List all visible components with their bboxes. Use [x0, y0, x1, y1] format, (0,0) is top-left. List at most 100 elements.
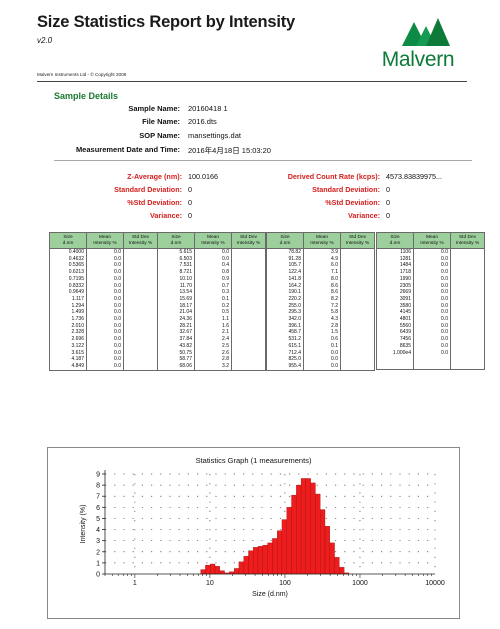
sop-name-label: SOP Name: [139, 131, 180, 140]
size-header: Size d.nm [157, 232, 195, 249]
y-tick-label: 4 [96, 527, 100, 534]
x-tick-label: 10 [206, 580, 214, 587]
axis-layer: 0 1 2 3 4 5 6 7 8 9 1 10 100 1000 10000 Size (d.nm) Inte… [80, 470, 445, 598]
mean-intensity-column: 0.0 0.0 0.4 0.8 0.9 0.7 0.3 0.1 0.2 0.5 … [194, 248, 232, 371]
data-bar [219, 570, 225, 575]
y-axis-title: Intensity (%) [80, 505, 87, 544]
report-version: v2.0 [37, 36, 53, 45]
graph-title: Statistics Graph (1 measurements) [195, 456, 312, 465]
data-bar [296, 484, 302, 575]
mean-intensity-header: Mean Intensity % [194, 232, 232, 249]
data-bar [324, 526, 330, 575]
data-bar [243, 556, 249, 575]
derived-count-rate-value: 4573.83839975... [386, 172, 442, 181]
y-tick-label: 1 [96, 560, 100, 567]
data-bar [210, 563, 216, 575]
data-bar [315, 493, 321, 575]
size-column: 5.615 6.503 7.531 8.721 10.10 11.70 13.5… [157, 248, 195, 371]
data-bar [334, 557, 340, 575]
data-bar [320, 509, 326, 575]
report-title: Size Statistics Report by Intensity [37, 13, 295, 31]
size-table-3: Size d.nm Mean Intensity % Std Dev Inten… [266, 232, 375, 371]
y-tick-label: 5 [96, 516, 100, 523]
data-bar [257, 546, 263, 575]
data-bar [238, 561, 244, 575]
bar-layer [200, 478, 350, 575]
data-bar [310, 482, 316, 575]
data-bar [205, 564, 211, 575]
variance-value: 0 [188, 211, 192, 220]
mean-intensity-header: Mean Intensity % [303, 232, 341, 249]
file-name-value: 2016.dts [188, 117, 217, 126]
z-average-label: Z-Average (nm): [127, 172, 182, 181]
y-tick-label: 0 [96, 572, 100, 579]
data-bar [277, 530, 283, 575]
copyright-text: Malvern Instruments Ltd - © Copyright 20… [37, 72, 127, 77]
mean-intensity-header: Mean Intensity % [86, 232, 124, 249]
malvern-logo-icon [402, 18, 450, 46]
count-pct-std-deviation-label: %Std Deviation: [325, 198, 380, 207]
data-bar [329, 542, 335, 575]
mean-intensity-column: 3.9 4.9 6.0 7.1 8.0 8.6 8.6 8.2 7.2 5.8 … [303, 248, 341, 371]
size-table-4: Size d.nm Mean Intensity % Std Dev Inten… [376, 232, 485, 370]
size-header: Size d.nm [49, 232, 87, 249]
size-table-2: Size d.nm Mean Intensity % Std Dev Inten… [157, 232, 266, 371]
data-bar [233, 568, 240, 575]
x-tick-label: 1000 [352, 580, 368, 587]
std-dev-header: Std Dev Intensity % [231, 232, 266, 249]
mean-intensity-column: 0.0 0.0 0.0 0.0 0.0 0.0 0.0 0.0 0.0 0.0 … [413, 248, 451, 370]
std-deviation-value: 0 [188, 185, 192, 194]
measurement-date-label: Measurement Date and Time: [75, 145, 180, 154]
std-dev-column [231, 248, 266, 371]
malvern-logo: Malvern [368, 14, 468, 84]
derived-count-rate-label: Derived Count Rate (kcps): [287, 172, 380, 181]
std-dev-column [123, 248, 158, 371]
data-bar [291, 494, 297, 575]
std-dev-header: Std Dev Intensity % [340, 232, 375, 249]
std-deviation-label: Standard Deviation: [114, 185, 182, 194]
std-dev-header: Std Dev Intensity % [123, 232, 158, 249]
mean-intensity-header: Mean Intensity % [413, 232, 451, 249]
data-bar [267, 542, 273, 575]
data-bar [262, 544, 268, 575]
measurement-date-value: 2016年4月18日 15:03:20 [188, 146, 271, 155]
statistics-graph-canvas: 0 1 2 3 4 5 6 7 8 9 1 10 100 1000 10000 Size (d.nm) Inte… [80, 470, 445, 598]
logo-text: Malvern [381, 48, 455, 71]
count-pct-std-deviation-value: 0 [386, 198, 390, 207]
size-column: 1106 1281 1484 1718 1990 2305 2669 3091 … [376, 248, 414, 370]
std-dev-column [340, 248, 375, 371]
y-tick-label: 3 [96, 538, 100, 545]
pct-std-deviation-label: %Std Deviation: [127, 198, 182, 207]
sample-name-value: 20160418 1 [188, 104, 228, 113]
z-average-value: 100.0166 [188, 172, 218, 181]
size-column: 78.82 91.28 105.7 122.4 141.8 164.2 190.… [266, 248, 304, 371]
data-bar [248, 550, 254, 575]
x-axis-title: Size (d.nm) [252, 591, 288, 598]
sop-name-value: mansettings.dat [188, 131, 241, 140]
statistics-graph: 0 1 2 3 4 5 6 7 8 9 1 10 100 1000 10000 Size (d.nm) Inte… [47, 447, 460, 619]
count-std-deviation-label: Standard Deviation: [312, 185, 380, 194]
data-bar [339, 567, 345, 575]
x-tick-label: 1 [133, 580, 137, 587]
y-tick-label: 7 [96, 494, 100, 501]
data-bar [281, 519, 287, 575]
y-tick-label: 2 [96, 549, 100, 556]
file-name-label: File Name: [142, 117, 180, 126]
size-header: Size d.nm [266, 232, 304, 249]
pct-std-deviation-value: 0 [188, 198, 192, 207]
std-dev-column [450, 248, 485, 370]
header-divider [37, 81, 467, 82]
data-bar [214, 566, 220, 575]
sample-name-label: Sample Name: [128, 104, 180, 113]
data-bar [300, 478, 307, 575]
data-bar [286, 507, 292, 575]
std-dev-header: Std Dev Intensity % [450, 232, 485, 249]
data-bar [272, 538, 278, 575]
data-bar [253, 547, 259, 575]
x-tick-label: 10000 [425, 580, 445, 587]
data-bar [305, 478, 311, 575]
y-tick-label: 6 [96, 505, 100, 512]
size-column: 0.4000 0.4632 0.5365 0.6213 0.7195 0.833… [49, 248, 87, 371]
size-table-1: Size d.nm Mean Intensity % Std Dev Inten… [49, 232, 158, 371]
mean-intensity-column: 0.0 0.0 0.0 0.0 0.0 0.0 0.0 0.0 0.0 0.0 … [86, 248, 124, 371]
